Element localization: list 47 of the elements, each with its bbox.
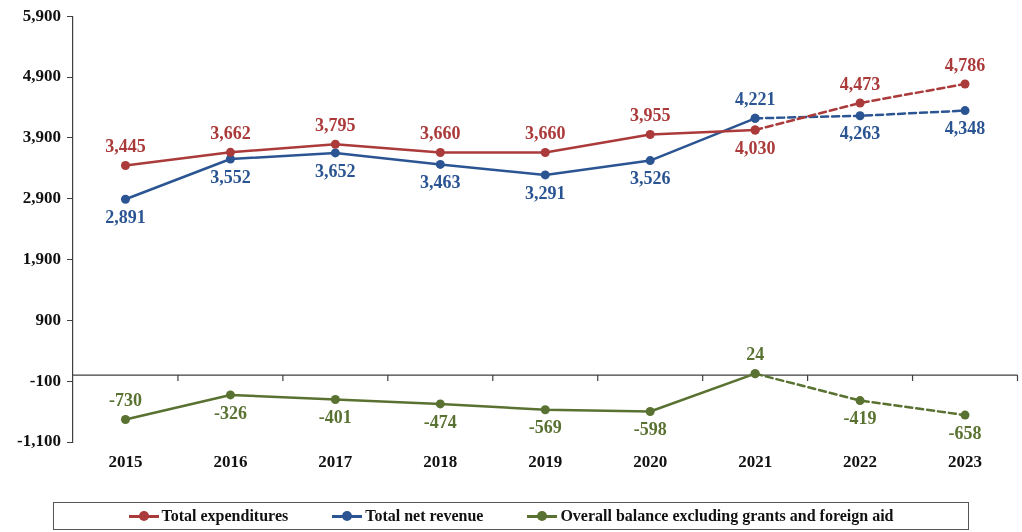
data-label: 3,552 — [210, 166, 251, 187]
x-tick-label: 2022 — [843, 451, 878, 471]
data-label: -419 — [843, 408, 877, 429]
data-label: -598 — [633, 419, 667, 440]
y-tick-label: 2,900 — [22, 188, 61, 208]
x-tick-label: 2020 — [633, 451, 668, 471]
x-tick-label: 2018 — [423, 451, 458, 471]
data-label: 3,445 — [105, 136, 146, 157]
y-tick-label: -100 — [29, 370, 61, 390]
y-tick-label: -1,100 — [17, 431, 61, 451]
data-label: 3,955 — [629, 105, 671, 126]
y-tick-label: 4,900 — [22, 66, 61, 86]
x-tick-label: 2023 — [948, 451, 983, 471]
x-tick-label: 2017 — [318, 451, 353, 471]
y-tick-label: 1,900 — [22, 248, 61, 268]
legend-label: Total expenditures — [161, 507, 289, 525]
x-tick-label: 2016 — [213, 451, 248, 471]
data-label: -474 — [423, 411, 457, 432]
data-label: -730 — [108, 390, 142, 411]
data-label: 2,891 — [105, 206, 146, 227]
data-label: 3,660 — [525, 123, 566, 144]
data-label: -569 — [528, 417, 562, 438]
x-tick-label: 2019 — [528, 451, 563, 471]
legend-label: Total net revenue — [365, 507, 484, 525]
data-label: 24 — [746, 344, 765, 365]
y-tick-label: 5,900 — [22, 5, 61, 25]
data-label: -401 — [318, 407, 352, 428]
x-tick-label: 2015 — [108, 451, 143, 471]
data-label: 3,526 — [629, 168, 671, 189]
data-label: 4,786 — [944, 54, 986, 75]
data-label: 4,030 — [734, 137, 776, 158]
data-label: -326 — [213, 402, 247, 423]
data-label: 3,795 — [315, 114, 356, 135]
x-tick-label: 2021 — [738, 451, 773, 471]
data-label: 4,263 — [839, 123, 881, 144]
legend-label: Overall balance excluding grants and foreign aid — [560, 507, 894, 525]
data-label: 3,652 — [315, 160, 356, 181]
y-tick-label: 3,900 — [22, 127, 61, 147]
data-label: 3,660 — [420, 123, 461, 144]
data-label: 3,291 — [525, 182, 566, 203]
data-label: -658 — [948, 422, 982, 443]
data-label: 4,473 — [839, 73, 881, 94]
data-label: 3,662 — [210, 122, 251, 143]
data-label: 3,463 — [420, 172, 461, 193]
data-label: 4,221 — [734, 88, 776, 109]
data-label: 4,348 — [944, 118, 986, 139]
y-tick-label: 900 — [35, 309, 61, 329]
